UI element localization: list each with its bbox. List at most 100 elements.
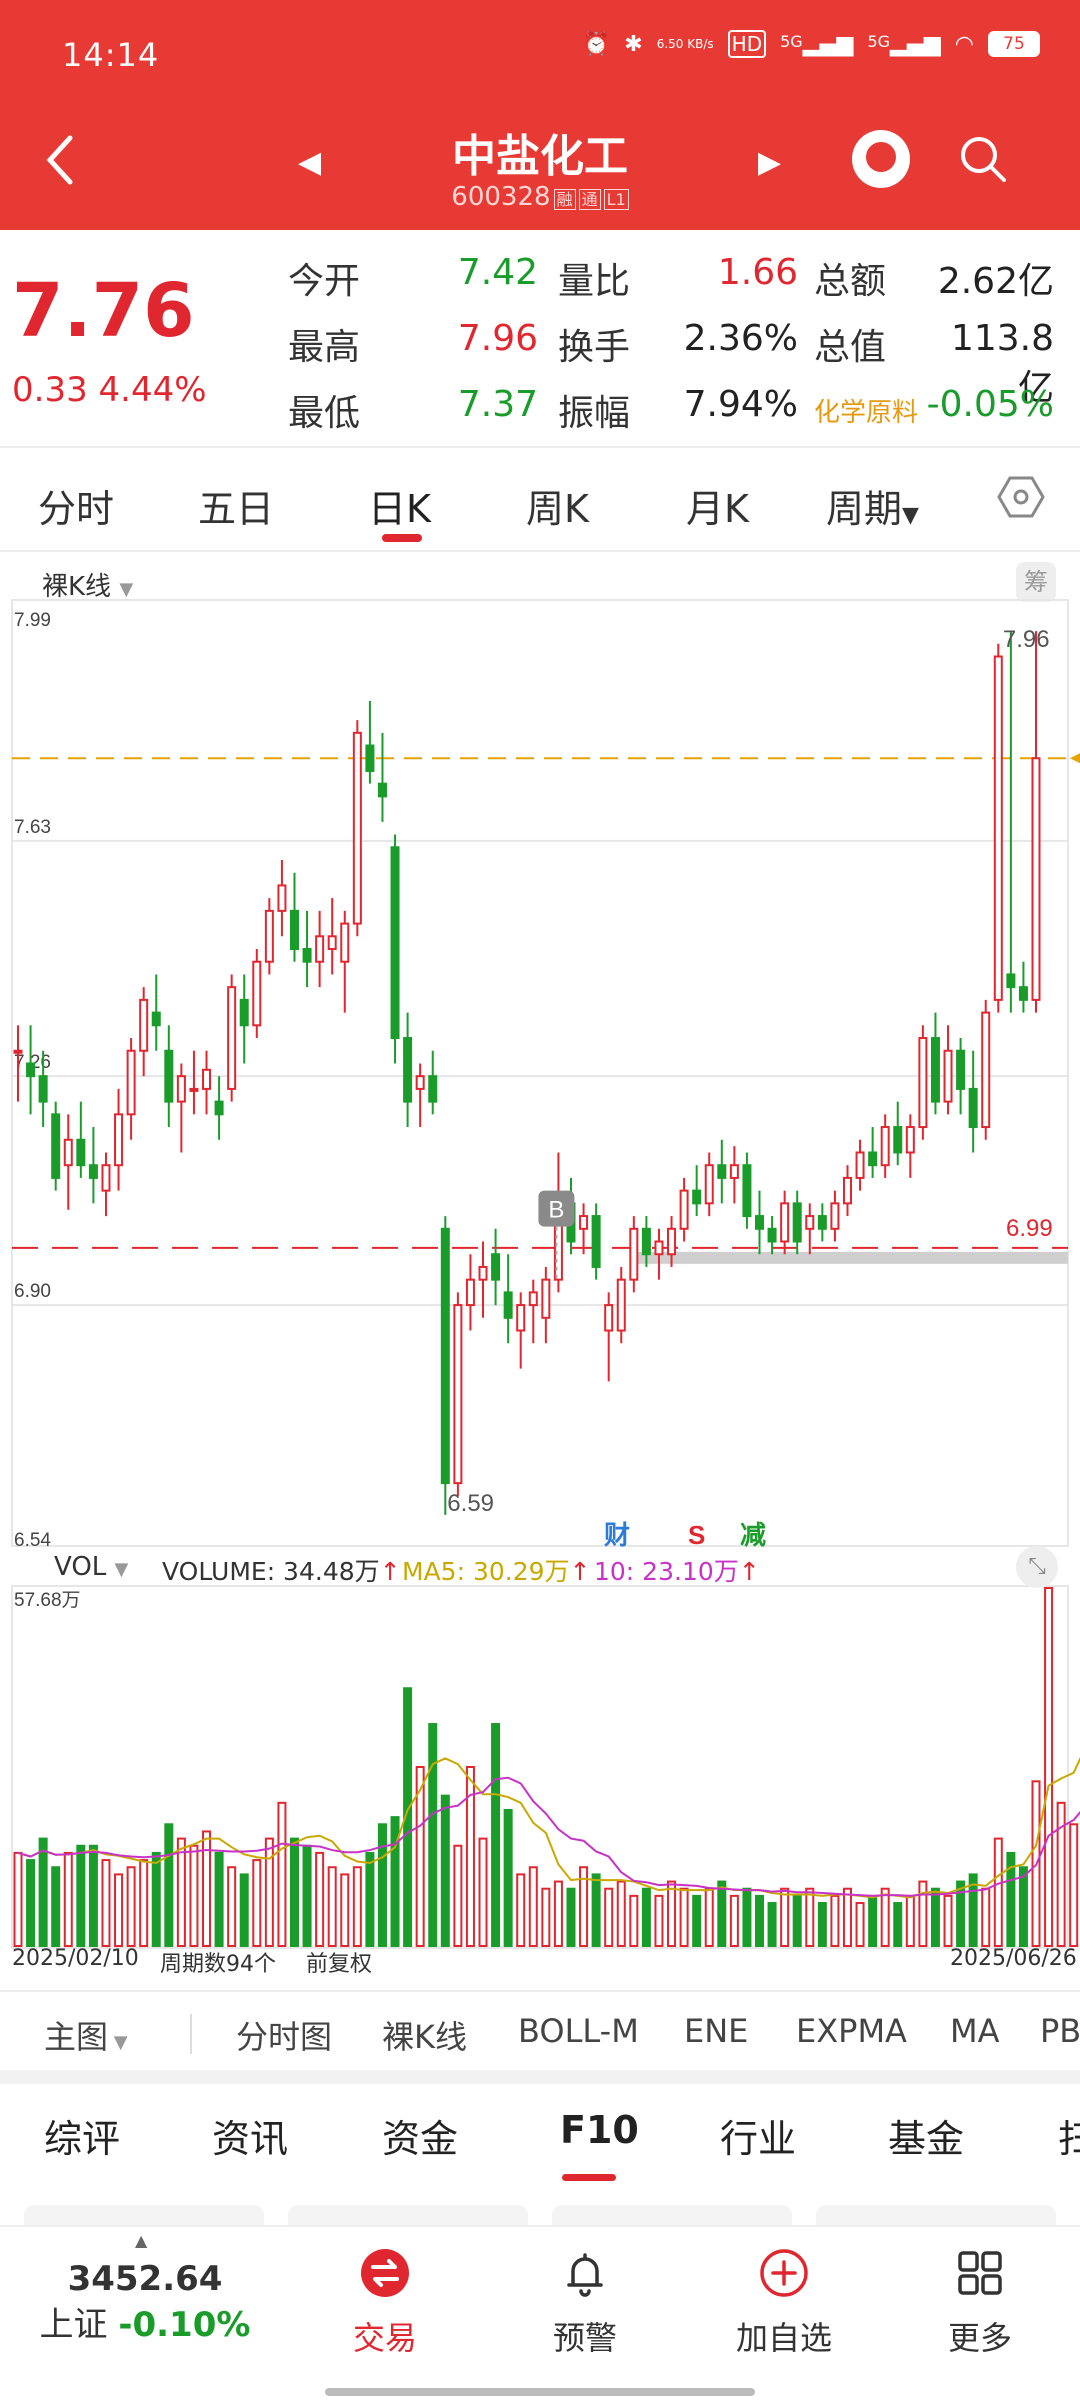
low-price-label: 6.59: [447, 1490, 494, 1517]
candle-body: [315, 935, 325, 963]
volume-bar: [377, 1823, 387, 1948]
volume-bar: [227, 1866, 237, 1947]
candle-body: [528, 1291, 538, 1307]
period-count: 周期数94个: [160, 1952, 276, 1977]
index-change: -0.10%: [118, 2305, 251, 2345]
index-line[interactable]: 上证 -0.10%: [30, 2297, 260, 2346]
volume-bar: [868, 1894, 878, 1948]
volume-bar: [704, 1887, 714, 1947]
signal-label-2: 5G: [867, 31, 891, 51]
section-separator: [0, 2070, 1080, 2084]
volume-bar: [629, 1894, 639, 1948]
volume-bar: [767, 1902, 777, 1948]
tab-intraday[interactable]: 分时: [38, 487, 115, 531]
expand-up-icon[interactable]: ▲: [135, 2231, 148, 2250]
candle-body: [440, 1227, 450, 1485]
volume-bar: [415, 1766, 425, 1947]
prev-stock-icon[interactable]: ◀: [298, 145, 322, 180]
tab-monthly-k[interactable]: 月K: [686, 487, 749, 531]
assistant-icon[interactable]: [852, 130, 910, 188]
add-circle-icon: [722, 2247, 846, 2307]
nav-more[interactable]: 更多: [930, 2247, 1030, 2359]
indicator-intraday[interactable]: 分时图: [236, 2018, 333, 2056]
signal-icon-2: 5G▂▄▆: [867, 31, 941, 57]
volume-bar: [993, 1837, 1003, 1947]
indicator-boll[interactable]: BOLL-M: [518, 2012, 639, 2050]
candle-body: [176, 1075, 186, 1103]
kline-chart-area[interactable]: 裸K线 ▼ 筹 7.997.637.266.906.546.997.966.59…: [0, 552, 1080, 1992]
candle-body: [629, 1227, 639, 1281]
stock-code-line: 600328 融通 L1: [0, 182, 1080, 212]
indicator-pb[interactable]: PB: [1040, 2012, 1080, 2050]
tab-daily-k[interactable]: 日K: [368, 487, 431, 531]
tab-fund[interactable]: 基金: [888, 2117, 965, 2161]
candle-body: [1018, 986, 1028, 1001]
tab-news[interactable]: 资讯: [212, 2117, 289, 2161]
indicator-ma[interactable]: MA: [950, 2012, 1000, 2050]
volume-bar: [692, 1894, 702, 1948]
volume-bar: [139, 1859, 149, 1947]
buy-badge-bg: [538, 1190, 575, 1227]
trade-icon: [330, 2247, 440, 2307]
status-bar: 14:14 ⏰ ✱ 6.50 KB/s HD 5G▂▄▆ 5G▂▄▆ ◠ 75: [0, 0, 1080, 110]
tab-industry[interactable]: 行业: [720, 2117, 797, 2161]
indicator-expma[interactable]: EXPMA: [796, 2012, 907, 2050]
settings-hex-icon[interactable]: [996, 472, 1046, 531]
adjust-mode[interactable]: 前复权: [306, 1952, 373, 1977]
volume-bar: [566, 1887, 576, 1947]
tab-five-day[interactable]: 五日: [198, 487, 275, 531]
candle-body: [76, 1138, 86, 1167]
candle-body: [679, 1189, 689, 1230]
volume-indicator-select[interactable]: VOL ▼: [54, 1552, 128, 1582]
indicator-ene[interactable]: ENE: [684, 2012, 749, 2050]
divider: [0, 446, 1080, 448]
tab-funds-flow[interactable]: 资金: [382, 2117, 459, 2161]
tab-overview[interactable]: 综评: [44, 2117, 121, 2161]
candle-body: [327, 935, 337, 951]
open-label: 今开: [288, 261, 361, 302]
volume-bar: [38, 1837, 48, 1947]
caret-down-icon: ▼: [119, 579, 134, 600]
candle-body: [767, 1227, 777, 1243]
candle-body: [956, 1049, 966, 1090]
candle-body: [239, 998, 249, 1027]
candle-body: [264, 909, 274, 963]
back-icon[interactable]: [40, 130, 80, 200]
candle-body: [981, 1011, 991, 1129]
home-indicator: [325, 2388, 755, 2396]
up-arrow-icon: ↑: [379, 1557, 401, 1586]
sector-label[interactable]: 化学原料: [814, 398, 919, 428]
active-tab-indicator: [382, 534, 422, 542]
volume-bar: [1044, 1587, 1054, 1947]
nav-trade[interactable]: 交易: [330, 2247, 440, 2359]
tab-more-cut[interactable]: 扫: [1058, 2117, 1080, 2161]
turnover-label: 换手: [558, 327, 631, 368]
change-percent: 4.44%: [98, 370, 207, 410]
tab-f10[interactable]: F10: [560, 2108, 639, 2152]
market-cap-value: 113.8亿: [950, 318, 1054, 409]
indicator-naked-k[interactable]: 裸K线: [382, 2018, 467, 2056]
nav-alert[interactable]: 预警: [530, 2247, 640, 2359]
volume-bar: [503, 1808, 513, 1947]
volume-bar: [541, 1887, 551, 1947]
tab-weekly-k[interactable]: 周K: [526, 487, 589, 531]
volume-indicator-label: VOL: [54, 1552, 107, 1582]
volume-bar: [981, 1887, 991, 1947]
index-name: 上证: [39, 2305, 108, 2345]
index-value[interactable]: 3452.64: [67, 2259, 223, 2299]
nav-add-watchlist[interactable]: 加自选: [722, 2247, 846, 2359]
candle-body: [227, 986, 237, 1090]
next-stock-icon[interactable]: ▶: [758, 145, 782, 180]
date-start: 2025/02/10: [12, 1946, 139, 1971]
expand-icon[interactable]: ⤡: [1016, 1546, 1058, 1588]
volume-bar: [880, 1887, 890, 1947]
tab-period[interactable]: 周期▼: [826, 478, 919, 533]
chip-distribution-button[interactable]: 筹: [1016, 562, 1056, 602]
volume-bar: [930, 1887, 940, 1947]
search-icon[interactable]: [958, 134, 1008, 184]
chart-mode-select[interactable]: 裸K线 ▼: [42, 566, 133, 603]
main-chart-select[interactable]: 主图 ▼: [44, 2012, 128, 2058]
candle-body: [579, 1215, 589, 1230]
tag-tong: 通: [578, 189, 601, 210]
volume-bar: [327, 1866, 337, 1947]
